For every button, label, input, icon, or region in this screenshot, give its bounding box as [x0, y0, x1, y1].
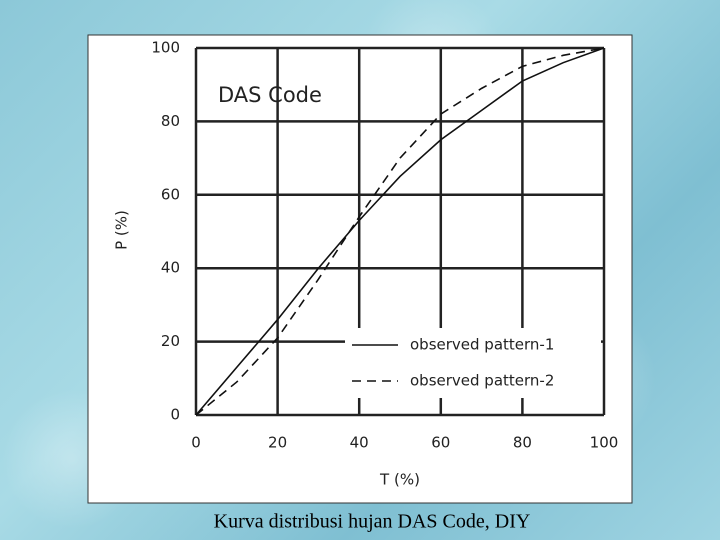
- y-tick-label: 60: [161, 185, 180, 203]
- labels: 0 20 40 60 80 100 0 20 40 60 80 100: [151, 39, 618, 452]
- x-tick-label: 80: [513, 434, 532, 452]
- caption: Kurva distribusi hujan DAS Code, DIY: [214, 511, 531, 533]
- chart-title: DAS Code: [218, 83, 322, 107]
- legend-box: [345, 328, 601, 398]
- y-axis-label: P (%): [113, 210, 131, 250]
- x-tick-label: 100: [590, 434, 619, 452]
- x-tick-label: 40: [350, 434, 369, 452]
- x-axis-label: T (%): [379, 471, 420, 489]
- y-tick-label: 20: [161, 332, 180, 350]
- y-tick-label: 0: [170, 406, 180, 424]
- y-tick-label: 80: [161, 112, 180, 130]
- x-tick-label: 0: [191, 434, 201, 452]
- series-line: [195, 47, 605, 416]
- x-tick-label: 60: [431, 434, 450, 452]
- legend-label: observed pattern-1: [410, 336, 554, 354]
- y-tick-label: 100: [151, 39, 180, 57]
- y-tick-label: 40: [161, 259, 180, 277]
- legend-label: observed pattern-2: [410, 372, 554, 390]
- x-tick-label: 20: [268, 434, 287, 452]
- series-line: [195, 47, 605, 416]
- legend: observed pattern-1 observed pattern-2: [352, 336, 554, 390]
- grid: [194, 46, 606, 417]
- plot-lines: [195, 47, 605, 416]
